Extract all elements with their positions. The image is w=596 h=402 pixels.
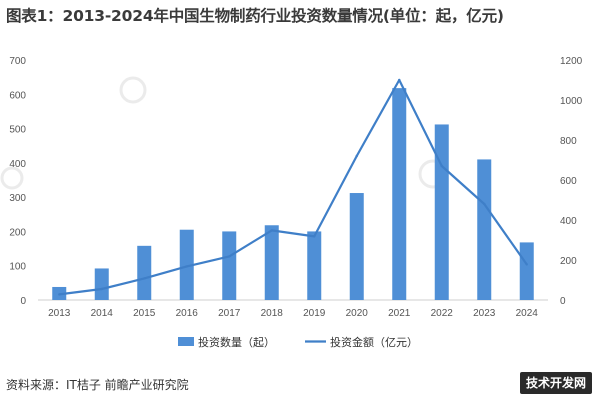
line-point	[440, 164, 443, 168]
bar	[434, 124, 449, 300]
legend-bar-label: 投资数量（起）	[198, 335, 275, 349]
left-tick-label: 400	[9, 159, 26, 170]
line-point	[228, 255, 231, 258]
x-tick-label: 2021	[388, 308, 411, 319]
right-tick-label: 400	[560, 216, 577, 227]
bar	[137, 245, 152, 300]
left-tick-label: 200	[9, 227, 26, 238]
source-note: 资料来源：IT桔子 前瞻产业研究院	[6, 378, 189, 392]
left-tick-label: 300	[9, 193, 26, 204]
bar	[222, 231, 237, 300]
line-series	[59, 78, 528, 296]
bar	[349, 193, 364, 300]
brand-watermark: 技术开发网	[519, 372, 592, 394]
legend-line-label: 投资金额（亿元）	[330, 335, 418, 349]
left-tick-label: 500	[9, 125, 26, 136]
right-tick-label: 0	[560, 296, 566, 307]
bar	[392, 88, 407, 300]
x-tick-label: 2023	[473, 308, 496, 319]
line-point	[313, 235, 316, 238]
bar	[264, 225, 279, 300]
x-tick-label: 2015	[133, 308, 156, 319]
right-tick-label: 800	[560, 136, 577, 147]
line-point	[143, 277, 146, 280]
bar	[179, 229, 194, 300]
x-tick-label: 2014	[91, 308, 114, 319]
line-point	[270, 229, 273, 232]
bar	[307, 231, 322, 300]
bar	[94, 268, 109, 300]
x-tick-label: 2017	[218, 308, 241, 319]
line-point	[483, 202, 486, 206]
line-point	[185, 265, 188, 268]
x-tick-label: 2019	[303, 308, 326, 319]
axes: 0 100 200 300 400 500 600 700 0 200 400 600 800 1000 1…	[9, 56, 582, 319]
legend-bar-swatch	[178, 337, 194, 346]
bar	[519, 242, 534, 300]
right-tick-label: 200	[560, 256, 577, 267]
left-tick-label: 600	[9, 90, 26, 101]
x-tick-label: 2024	[516, 308, 539, 319]
right-tick-label: 600	[560, 176, 577, 187]
left-tick-label: 0	[20, 296, 26, 307]
line-layer	[58, 78, 528, 296]
chart-title: 图表1：2013-2024年中国生物制药行业投资数量情况(单位：起，亿元)	[6, 7, 504, 25]
x-tick-label: 2016	[176, 308, 199, 319]
right-tick-label: 1200	[560, 56, 583, 67]
line-point	[100, 287, 103, 291]
left-tick-label: 700	[9, 56, 26, 67]
x-tick-label: 2013	[48, 308, 71, 319]
x-tick-label: 2018	[261, 308, 284, 319]
bars-layer	[52, 88, 534, 300]
line-point	[525, 263, 528, 266]
line-point	[398, 78, 401, 82]
left-tick-label: 100	[9, 262, 26, 273]
line-point	[355, 154, 358, 158]
x-tick-label: 2022	[431, 308, 454, 319]
bar	[477, 159, 492, 300]
right-tick-label: 1000	[560, 96, 583, 107]
legend: 投资数量（起） 投资金额（亿元）	[178, 335, 418, 349]
line-point	[58, 293, 61, 296]
watermark-logo	[0, 76, 448, 190]
x-tick-label: 2020	[346, 308, 369, 319]
